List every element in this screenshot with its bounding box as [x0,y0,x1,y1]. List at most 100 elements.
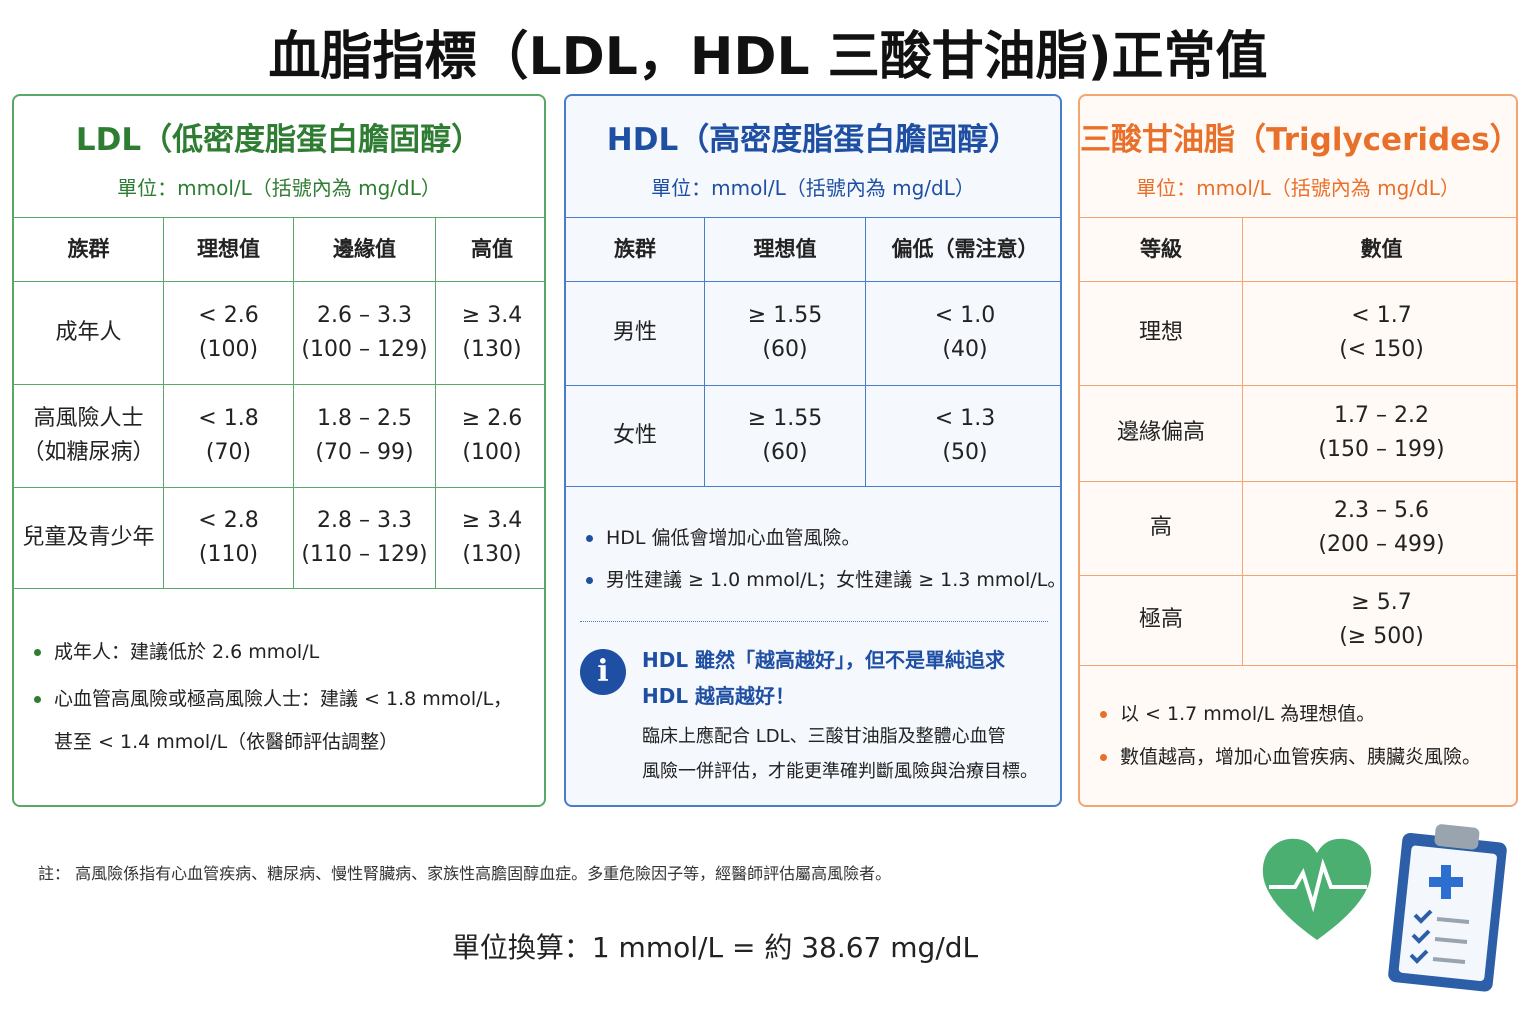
cell-text: < 1.7 [1351,303,1412,328]
divider [566,385,1060,386]
table-cell: 高 [1080,481,1242,575]
info-body: 風險一併評估，才能更準確判斷風險與治療目標。 [642,761,1038,782]
table-cell: < 1.3 (50) [865,385,1060,486]
table-cell: < 1.8 (70) [163,384,293,487]
cell-text: 2.6 – 3.3 [317,302,412,328]
header-cell: 族群 [67,237,110,261]
cell-text: (130) [462,541,522,567]
cell-text: 1.7 – 2.2 [1334,403,1429,428]
panel-unit: 單位：mmol/L（括號內為 mg/dL） [117,176,441,200]
panel: HDL（高密度脂蛋白膽固醇） 單位：mmol/L（括號內為 mg/dL） 族群 理想值… [564,94,1062,807]
dotted-divider [580,621,1048,622]
table-cell: 2.3 – 5.6 (200 – 499) [1242,481,1516,575]
cell-text: 高 [1149,515,1172,540]
table-cell: 女性 [566,385,704,486]
cell-text: 高風險人士 [33,405,144,431]
panel-unit: 單位：mmol/L（括號內為 mg/dL） [651,176,975,200]
cell-text: 邊緣偏高 [1116,420,1205,445]
header-cell: 理想值 [704,217,865,281]
table-cell: 2.6 – 3.3 (100 – 129) [293,281,435,384]
bullet [1100,754,1107,761]
cell-text: (≥ 500) [1339,624,1424,649]
table-cell: 2.8 – 3.3 (110 – 129) [293,487,435,588]
table-cell: 極高 [1080,575,1242,665]
table-cell: 兒童及青少年 [14,487,163,588]
table-cell: 1.8 – 2.5 (70 – 99) [293,384,435,487]
header-cell: 數值 [1242,217,1516,281]
footnote: 註： 高風險係指有心血管疾病、糖尿病、慢性腎臟病、家族性高膽固醇血症。多重危險因… [38,864,892,883]
cell-text: < 1.0 [934,303,996,328]
table-cell: ≥ 5.7 (≥ 500) [1242,575,1516,665]
cell-text: 兒童及青少年 [22,524,155,550]
cell-text: ≥ 1.55 [747,405,823,431]
cell-text: (40) [942,337,988,362]
cell-text: ≥ 2.6 [461,405,523,431]
cell-text: (150 – 199) [1318,437,1445,462]
panel: LDL（低密度脂蛋白膽固醇） 單位：mmol/L（括號內為 mg/dL） 族群 理想值… [12,94,546,807]
divider [566,281,1060,282]
bullet [1100,711,1107,718]
header-cell: 理想值 [163,217,293,281]
cell-text: (70 – 99) [315,439,414,465]
cell-text: 2.3 – 5.6 [1334,498,1429,523]
divider [1080,281,1516,282]
table-cell: < 2.6 (100) [163,281,293,384]
table-cell: 1.7 – 2.2 (150 – 199) [1242,385,1516,481]
cell-text: < 2.8 [198,507,259,533]
cell-text: (< 150) [1339,337,1424,362]
note: 成年人：建議低於 2.6 mmol/L [34,631,320,674]
health-icons [1262,824,1507,992]
note-text: 以 < 1.7 mmol/L 為理想值。 [1120,703,1376,725]
cell-text: (60) [762,439,808,465]
cell-text: (70) [205,439,252,465]
info-body: 臨床上應配合 LDL、三酸甘油脂及整體心血管 [642,726,1006,747]
info-title: HDL 越高越好！ [642,684,796,708]
cell-text: 1.8 – 2.5 [317,405,412,431]
bullet [34,696,41,703]
bullet [34,649,41,656]
cell-text: (100 – 129) [301,336,428,362]
cell-text: (130) [462,336,522,362]
table-cell: < 1.0 (40) [865,281,1060,385]
cell-text: (100) [462,439,522,465]
header-cell: 等級 [1140,237,1182,261]
panel-title: LDL（低密度脂蛋白膽固醇） [75,122,483,158]
divider [566,217,1060,218]
cell-text: (100) [198,336,259,362]
note: 數值越高，增加心血管疾病、胰臟炎風險。 [1100,736,1482,779]
info-icon: i [580,649,626,695]
header-cell: 高值 [435,217,544,281]
note-text: 男性建議 ≥ 1.0 mmol/L；女性建議 ≥ 1.3 mmol/L。 [606,569,1062,591]
table-cell: ≥ 3.4 (130) [435,281,544,384]
panel: 三酸甘油脂（Triglycerides） 單位：mmol/L（括號內為 mg/dL… [1078,94,1518,807]
table-cell: 成年人 [14,281,163,384]
divider [1080,481,1516,482]
note-text: 數值越高，增加心血管疾病、胰臟炎風險。 [1120,746,1482,768]
cell-text: 2.8 – 3.3 [317,507,412,533]
header-cell: 偏低（需注意） [865,217,1060,281]
cell-text: ≥ 3.4 [461,507,523,533]
info-title: HDL 雖然「越高越好」，但不是單純追求 [642,648,1006,672]
cell-text: ≥ 5.7 [1351,590,1412,615]
note-text: HDL 偏低會增加心血管風險。 [606,527,861,549]
note-text: 甚至 < 1.4 mmol/L（依醫師評估調整） [54,731,399,753]
table-cell: 高風險人士 （如糖尿病） [14,384,163,487]
cell-text: < 2.6 [198,302,259,328]
cell-text: ≥ 3.4 [461,302,523,328]
divider [566,486,1060,487]
panel-title: 三酸甘油脂（Triglycerides） [1080,122,1518,158]
cell-text: 男性 [612,320,657,345]
cell-text: 極高 [1138,607,1183,632]
table-cell: 邊緣偏高 [1080,385,1242,481]
table-cell: < 2.8 (110) [163,487,293,588]
cell-text: (110) [198,541,259,567]
bullet [586,577,593,584]
note-text: 成年人：建議低於 2.6 mmol/L [54,641,320,663]
cell-text: 理想 [1138,320,1183,345]
header-cell: 邊緣值 [293,217,435,281]
divider [1080,575,1516,576]
panel-title: HDL（高密度脂蛋白膽固醇） [606,122,1020,158]
table-cell: ≥ 1.55 (60) [704,281,865,385]
page-title: 血脂指標（LDL，HDL 三酸甘油脂)正常值 [268,27,1268,87]
cell-text: (200 – 499) [1318,532,1445,557]
